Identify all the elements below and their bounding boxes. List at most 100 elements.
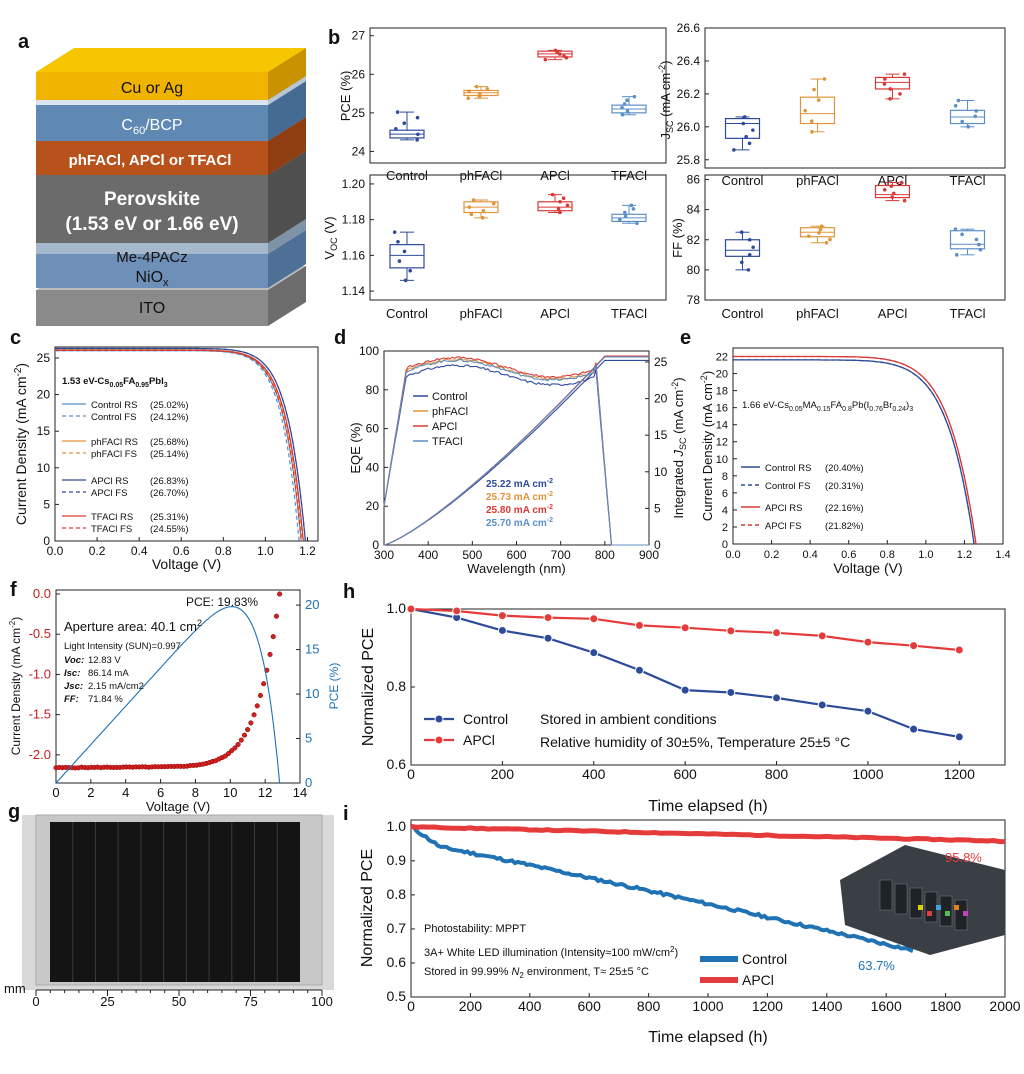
stability-point-Control xyxy=(726,687,736,697)
box-point xyxy=(890,195,895,199)
ruler-tick-label: 25 xyxy=(100,994,114,1009)
x-tick-label: 0 xyxy=(407,766,415,782)
box-point xyxy=(553,48,558,53)
stability-point-APCl xyxy=(817,631,827,641)
x-tick-label: 1600 xyxy=(871,998,902,1014)
y-tick-label: 8 xyxy=(722,471,728,483)
stability-point-Control xyxy=(589,648,599,658)
x-tick-label: 1000 xyxy=(692,998,723,1014)
panel-letter-h: h xyxy=(343,581,355,603)
y-tick-label: -2.0 xyxy=(29,747,51,762)
y-tick-label: 0.7 xyxy=(387,920,407,936)
pce-annotation: PCE: 19.83% xyxy=(186,595,258,609)
box-point xyxy=(819,224,824,229)
box-point xyxy=(467,89,471,94)
x-tick-label: 300 xyxy=(374,548,394,562)
jv-curve-TFACl-RS xyxy=(55,349,304,542)
panel-d: 300 400 500 600 700 800 9000204060801000510152… xyxy=(359,344,668,562)
category-label: phFACl xyxy=(796,306,839,321)
box-point xyxy=(474,84,479,89)
jv-point xyxy=(229,748,235,754)
inset-photo-cell xyxy=(894,883,908,915)
stability-point-APCl xyxy=(772,628,782,638)
y2-tick-label: 0 xyxy=(305,775,312,790)
legend-label: APCl xyxy=(432,421,457,433)
category-label: phFACl xyxy=(460,306,503,321)
box-point xyxy=(415,138,419,142)
legend-marker xyxy=(434,714,444,724)
x-tick-label: 0.4 xyxy=(131,544,148,558)
box-point xyxy=(810,129,814,134)
layer-thin-front xyxy=(36,100,268,105)
box-point xyxy=(558,210,562,215)
y-tick-label: -1.5 xyxy=(29,707,51,722)
stability-point-APCl xyxy=(634,620,644,630)
x-tick-label: 1.2 xyxy=(299,544,316,558)
plot-frame xyxy=(369,27,667,164)
x-tick-label: 200 xyxy=(491,766,515,782)
y-tick-label: 16 xyxy=(716,403,728,415)
jv-point xyxy=(261,681,267,687)
x-tick-label: 1.4 xyxy=(995,549,1010,561)
param-key: Isc: xyxy=(64,668,80,679)
ruler-tick-label: 75 xyxy=(243,994,257,1009)
x-tick-label: 2000 xyxy=(989,998,1020,1014)
x-tick-label: 700 xyxy=(551,548,571,562)
jv-point xyxy=(257,692,263,699)
annotation: Stored in 99.99% N2 environment, T≈ 25±5… xyxy=(424,966,649,980)
panel-letter-d: d xyxy=(334,327,346,349)
x-tick-label: 400 xyxy=(518,998,542,1014)
y-tick-label: 60 xyxy=(366,422,380,436)
category-label: APCl xyxy=(878,306,908,321)
box-point xyxy=(415,115,420,120)
panel-letter-f: f xyxy=(10,579,17,601)
panel-letter-b: b xyxy=(328,27,340,49)
y-tick-label: 78 xyxy=(687,293,701,307)
param-value: 86.14 mA xyxy=(88,668,129,679)
y-tick-label: 24 xyxy=(352,144,366,158)
y-tick-label: 0 xyxy=(722,539,728,551)
panel-i: 0 200 400 600 800 1000 1200 1400 1600 1800 2000 0.5… xyxy=(387,818,1021,1014)
box-point xyxy=(883,77,887,81)
box-point xyxy=(556,207,561,211)
y-tick-label: 0.6 xyxy=(387,954,407,970)
y-tick-label: 18 xyxy=(716,386,728,398)
box-point xyxy=(973,114,978,119)
jv-point xyxy=(270,634,276,640)
box-Control xyxy=(724,117,761,139)
box-point xyxy=(889,184,894,188)
y2-tick-label: 20 xyxy=(305,597,319,612)
legend-label: Control RS xyxy=(765,463,811,474)
y2label-d: Integrated JSC (mA cm-2) xyxy=(670,377,688,518)
subplot-b-1: 25.8 26.0 26.2 26.4 26.6 Control phFACl APCl TFA… xyxy=(677,21,1006,188)
x-tick-label: 0.8 xyxy=(880,549,895,561)
module-active-area xyxy=(50,822,300,982)
box-point xyxy=(888,87,893,91)
panel-letter-i: i xyxy=(343,803,349,825)
category-label: APCl xyxy=(878,173,908,188)
inset-photo-cell xyxy=(924,891,938,923)
y-tick-label: 0.5 xyxy=(387,988,407,1004)
layer-perovskite-front xyxy=(36,175,268,243)
inset-photo-led xyxy=(954,905,959,910)
legend-value: (25.68%) xyxy=(150,437,189,448)
box-point xyxy=(620,105,624,110)
xlabel-d: Wavelength (nm) xyxy=(467,561,566,576)
chart-title: 1.66 eV-Cs0.05MA0.15FA0.8Pb(I0.76Br0.24)… xyxy=(742,400,913,413)
stability-point-APCl xyxy=(452,606,462,616)
x-tick-label: 900 xyxy=(639,548,659,562)
ylabel-e: Current Density (mA cm-2) xyxy=(699,371,715,521)
box-point xyxy=(485,87,490,91)
layer-c60-front xyxy=(36,105,268,141)
stability-point-Control xyxy=(634,665,644,675)
box-point xyxy=(741,121,746,126)
legend-value: (25.31%) xyxy=(150,512,189,523)
category-label: APCl xyxy=(540,306,570,321)
box-point xyxy=(622,102,627,106)
plot-frame xyxy=(704,27,1006,169)
box-point xyxy=(747,141,752,146)
panel-f: 0 2 4 6 8 10 12 14 0.0 -0.5 -1.0 -1.5 -2.0 0 5 10 15 20 PC… xyxy=(29,586,320,800)
plot-frame xyxy=(704,174,1006,301)
jv-point xyxy=(273,613,279,619)
